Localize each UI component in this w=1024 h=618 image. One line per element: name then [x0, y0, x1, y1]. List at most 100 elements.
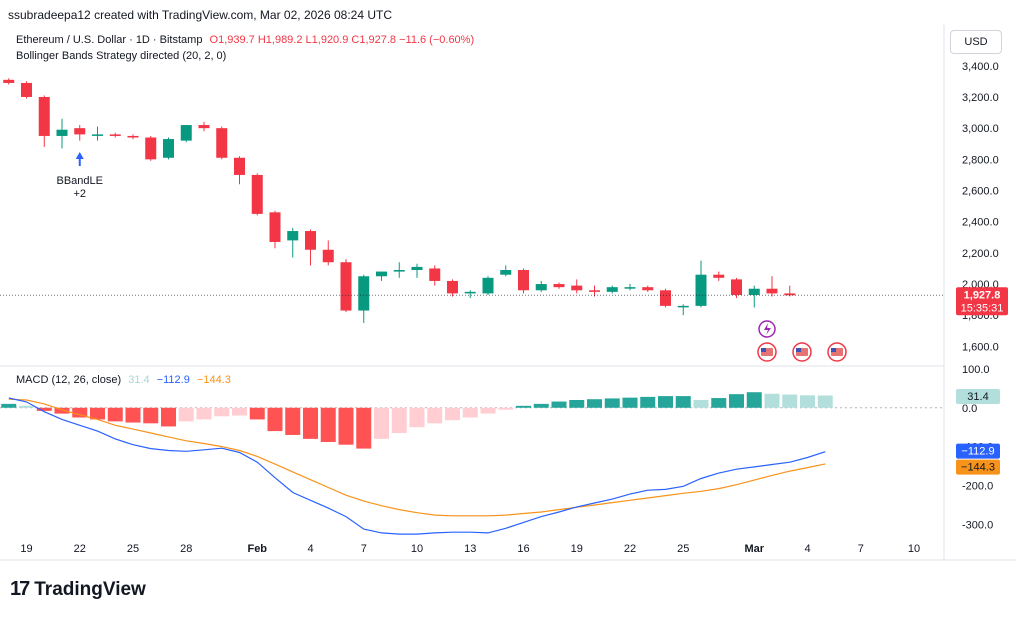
candle-body	[376, 271, 387, 277]
histogram-bar	[764, 393, 780, 408]
time-tick-label: 25	[677, 543, 689, 555]
candle-body	[92, 134, 103, 136]
macd-tick-label: -300.0	[962, 519, 993, 531]
histogram-bar	[480, 407, 496, 414]
histogram-bar	[249, 407, 265, 420]
histogram-bar	[569, 399, 585, 408]
time-tick-label: 28	[180, 543, 192, 555]
histogram-bar	[391, 407, 407, 434]
price-tick-label: 2,400.0	[962, 217, 999, 229]
histogram-bar	[214, 407, 230, 417]
histogram-bar	[90, 407, 105, 420]
candle-body	[180, 125, 192, 141]
price-tick-label: 2,800.0	[962, 154, 999, 166]
macd-tick-label: 100.0	[962, 364, 990, 376]
histogram-bar	[356, 407, 372, 449]
signal-count: +2	[73, 188, 86, 200]
macd-legend-label: MACD (12, 26, close)	[16, 374, 122, 386]
flag-canton-icon	[831, 348, 836, 352]
candle-body	[660, 290, 671, 306]
time-tick-label: 22	[624, 543, 636, 555]
histogram-bar	[817, 395, 833, 408]
histogram-bar	[409, 407, 425, 428]
signal-arrow-icon	[75, 152, 84, 159]
histogram-bar	[551, 401, 567, 408]
histogram-bar	[303, 407, 318, 439]
time-tick-label: 4	[307, 543, 313, 555]
histogram-bar	[143, 407, 159, 424]
histogram-bar	[658, 396, 673, 408]
candle-body	[216, 128, 228, 158]
histogram-bar	[1, 403, 17, 408]
histogram-bar	[374, 407, 389, 439]
time-tick-label: Mar	[744, 543, 764, 555]
candle-body	[305, 231, 316, 250]
candle-body	[713, 274, 725, 278]
candle-body	[500, 270, 512, 275]
histogram-bar	[533, 403, 549, 408]
currency-button[interactable]: USD	[950, 30, 1002, 54]
candle-body	[553, 284, 565, 288]
price-tick-label: 3,000.0	[962, 123, 999, 135]
signal-value-badge	[956, 459, 1000, 475]
histogram-bar	[640, 396, 656, 408]
candle-body	[340, 262, 352, 311]
candle-body	[766, 288, 778, 294]
current-price-badge	[956, 287, 1008, 316]
ohlc-values: O1,939.7 H1,989.2 L1,920.9 C1,927.8 −11.…	[209, 34, 475, 46]
time-tick-label: 19	[571, 543, 583, 555]
price-tick-label: 3,200.0	[962, 92, 999, 104]
histogram-bar	[338, 407, 354, 445]
price-tick-label: 2,200.0	[962, 248, 999, 260]
macd-legend[interactable]: MACD (12, 26, close) 31.4 −112.9 −144.3	[16, 374, 231, 386]
histogram-bar	[178, 407, 194, 422]
candle-body	[482, 277, 494, 294]
candle-body	[145, 137, 157, 160]
candle-body	[127, 135, 139, 138]
histogram-bar	[746, 392, 762, 408]
hist-value-badge	[956, 389, 1000, 404]
symbol-legend[interactable]: Ethereum / U.S. Dollar · 1D · Bitstamp O…	[16, 34, 474, 46]
histogram-bar	[36, 407, 52, 411]
candle-body	[38, 96, 50, 136]
macd-legend-hist: 31.4	[128, 374, 150, 386]
histogram-bar	[19, 405, 34, 408]
candle-body	[411, 266, 423, 271]
candle-body	[429, 268, 441, 281]
time-tick-label: 7	[361, 543, 367, 555]
time-tick-label: 16	[517, 543, 529, 555]
histogram-bar	[604, 398, 620, 408]
time-tick-label: 10	[411, 543, 423, 555]
histogram-bar	[267, 407, 283, 432]
strategy-legend[interactable]: Bollinger Bands Strategy directed (20, 2…	[16, 50, 227, 62]
candle-body	[518, 270, 529, 291]
candle-body	[677, 305, 689, 308]
histogram-bar	[107, 407, 123, 422]
candle-body	[748, 288, 760, 295]
hist-value-badge-label: 31.4	[967, 391, 988, 403]
histogram-bar	[782, 394, 798, 408]
candle-body	[109, 134, 121, 136]
signal-value-badge-label: −144.3	[961, 462, 995, 474]
candle-body	[269, 212, 281, 242]
histogram-bar	[498, 407, 514, 410]
candle-body	[163, 139, 174, 158]
time-tick-label: 13	[464, 543, 476, 555]
candle-body	[464, 291, 476, 294]
candle-body	[198, 125, 210, 129]
histogram-bar	[232, 407, 247, 416]
time-tick-label: 4	[804, 543, 810, 555]
macd-tick-label: -200.0	[962, 481, 993, 493]
countdown-label: 15:35:31	[961, 302, 1004, 314]
candle-body	[784, 293, 796, 296]
histogram-bar	[320, 407, 336, 442]
candle-body	[358, 276, 370, 311]
histogram-bar	[462, 407, 478, 418]
histogram-bar	[729, 394, 744, 408]
price-tick-label: 1,600.0	[962, 341, 999, 353]
signal-line	[8, 398, 826, 517]
macd-tick-label: 0.0	[962, 403, 977, 415]
chart-credit: ssubradeepa12 created with TradingView.c…	[8, 8, 392, 22]
tradingview-logo[interactable]: 17 TradingView	[10, 578, 146, 601]
